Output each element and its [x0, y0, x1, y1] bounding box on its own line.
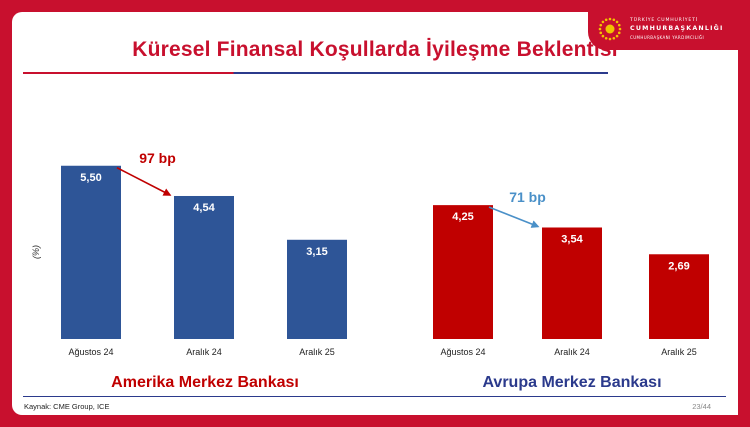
bar-value-label: 4,25: [452, 211, 473, 223]
change-arrow: [116, 167, 172, 196]
category-tick-label: Ağustos 24: [68, 347, 113, 357]
title-divider: [23, 72, 608, 74]
y-axis-label: (%): [31, 245, 41, 259]
bar: [649, 254, 709, 339]
institution-line-1: TÜRKİYE CUMHURİYETİ: [630, 18, 698, 23]
category-tick-label: Aralık 25: [299, 347, 335, 357]
bar: [287, 239, 347, 339]
institution-line-3: CUMHURBAŞKANI YARDIMCILIĞI: [630, 35, 705, 40]
change-annotation: 97 bp: [139, 150, 176, 166]
chart-title: Avrupa Merkez Bankası: [482, 374, 661, 391]
bar-value-label: 3,54: [561, 233, 583, 245]
bar: [542, 227, 602, 339]
bar: [61, 165, 121, 339]
slide-title: Küresel Finansal Koşullarda İyileşme Bek…: [132, 38, 618, 61]
category-tick-label: Ağustos 24: [440, 347, 485, 357]
footer-divider: [23, 396, 726, 397]
slide: TÜRKİYE CUMHURİYETİ CUMHURBAŞKANLIĞI CUM…: [12, 12, 738, 415]
bar-value-label: 4,54: [193, 202, 215, 214]
category-tick-label: Aralık 24: [554, 347, 590, 357]
chart-title: Amerika Merkez Bankası: [111, 374, 299, 391]
sun-emblem-icon: [598, 17, 622, 41]
bar-value-label: 2,69: [668, 260, 689, 272]
change-annotation: 71 bp: [509, 189, 546, 205]
bar-value-label: 5,50: [80, 172, 101, 184]
source-note: Kaynak: CME Group, ICE: [24, 402, 110, 411]
institution-header: TÜRKİYE CUMHURİYETİ CUMHURBAŞKANLIĞI CUM…: [588, 12, 738, 50]
bar: [174, 195, 234, 339]
page-number: 23/44: [692, 402, 711, 411]
institution-line-2: CUMHURBAŞKANLIĞI: [630, 25, 724, 32]
change-arrow: [488, 206, 540, 228]
bar-charts: 5,50 Ağustos 24 4,54 Aralık 24 3,15 Aralık 25…: [31, 150, 709, 391]
category-tick-label: Aralık 24: [186, 347, 222, 357]
bar: [433, 205, 493, 339]
bar-value-label: 3,15: [306, 246, 327, 258]
category-tick-label: Aralık 25: [661, 347, 697, 357]
